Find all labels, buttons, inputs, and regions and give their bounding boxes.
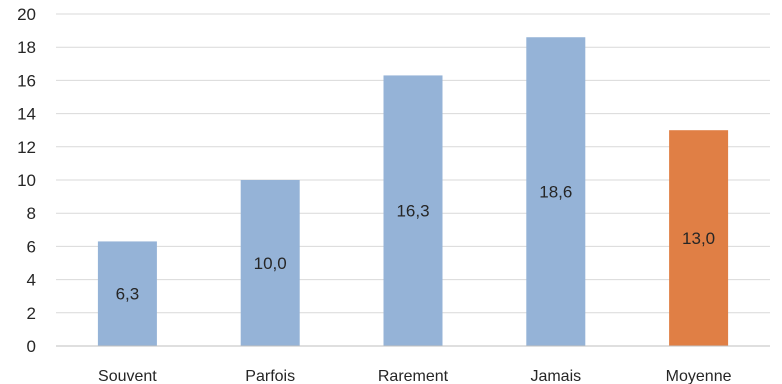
y-tick-label: 20 bbox=[17, 5, 36, 24]
y-tick-label: 4 bbox=[27, 271, 36, 290]
y-tick-label: 8 bbox=[27, 204, 36, 223]
y-tick-label: 12 bbox=[17, 138, 36, 157]
y-tick-label: 14 bbox=[17, 105, 36, 124]
bar-moyenne bbox=[669, 130, 729, 346]
y-tick-label: 10 bbox=[17, 171, 36, 190]
y-tick-label: 6 bbox=[27, 237, 36, 256]
category-label-moyenne: Moyenne bbox=[666, 368, 732, 384]
x-axis-category-labels: Souvent Parfois Rarement Jamais Moyenne bbox=[98, 368, 732, 384]
bar-parfois bbox=[240, 180, 300, 346]
category-label-parfois: Parfois bbox=[245, 368, 295, 384]
data-label-moyenne: 13,0 bbox=[682, 229, 715, 248]
data-label-jamais: 18,6 bbox=[539, 183, 572, 202]
y-axis-tick-labels: 0 2 4 6 8 10 12 14 16 18 20 bbox=[17, 5, 36, 356]
bar-jamais bbox=[526, 37, 586, 347]
bar-rarement bbox=[383, 75, 443, 347]
data-label-parfois: 10,0 bbox=[254, 254, 287, 273]
bars bbox=[97, 37, 729, 347]
y-tick-label: 16 bbox=[17, 71, 36, 90]
data-label-rarement: 16,3 bbox=[396, 202, 429, 221]
y-tick-label: 2 bbox=[27, 304, 36, 323]
data-label-souvent: 6,3 bbox=[116, 285, 140, 304]
category-label-souvent: Souvent bbox=[98, 368, 157, 384]
data-labels: 6,3 10,0 16,3 18,6 13,0 bbox=[116, 183, 716, 304]
bar-souvent bbox=[97, 241, 157, 346]
category-label-jamais: Jamais bbox=[530, 368, 581, 384]
y-tick-label: 0 bbox=[27, 337, 36, 356]
y-tick-label: 18 bbox=[17, 38, 36, 57]
category-label-rarement: Rarement bbox=[378, 368, 449, 384]
